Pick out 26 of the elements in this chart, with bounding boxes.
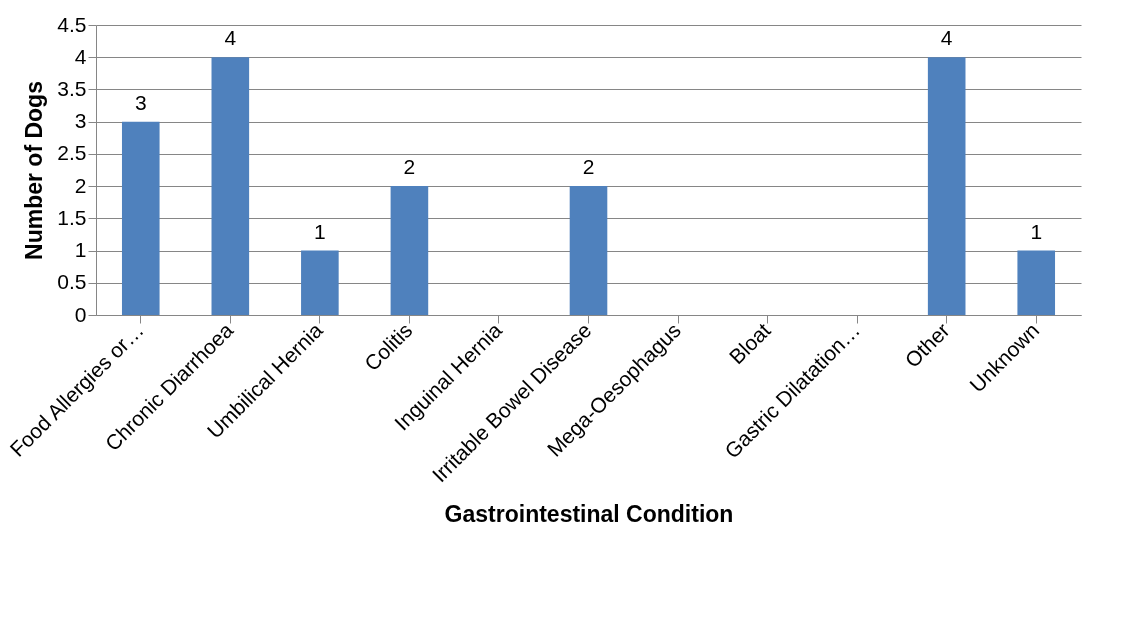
data-label: 4 — [224, 26, 237, 50]
data-label: 1 — [1030, 219, 1043, 243]
bar — [569, 186, 608, 315]
y-tick-label: 3 — [74, 109, 87, 133]
bar — [390, 186, 429, 315]
y-axis-title: Number of Dogs — [21, 81, 48, 260]
bar — [121, 121, 160, 315]
bar — [211, 57, 250, 315]
y-tick-label: 3.5 — [57, 76, 87, 100]
y-tick-label: 2 — [74, 173, 87, 197]
y-tick-label: 0.5 — [57, 270, 87, 294]
x-axis-title: Gastrointestinal Condition — [444, 501, 734, 528]
data-label: 2 — [403, 155, 416, 179]
data-label: 4 — [940, 26, 953, 50]
data-label: 1 — [314, 219, 326, 243]
y-tick-label: 2.5 — [57, 141, 87, 165]
bar — [301, 250, 339, 315]
y-tick-label: 4.5 — [57, 12, 87, 36]
y-tick-label: 1.5 — [57, 205, 87, 229]
bar — [1017, 250, 1056, 315]
data-label: 2 — [582, 155, 595, 179]
bar — [927, 57, 966, 315]
data-label: 3 — [134, 90, 147, 114]
y-tick-label: 4 — [74, 44, 87, 68]
y-tick-label: 1 — [74, 238, 87, 262]
y-tick-label: 0 — [74, 302, 87, 326]
